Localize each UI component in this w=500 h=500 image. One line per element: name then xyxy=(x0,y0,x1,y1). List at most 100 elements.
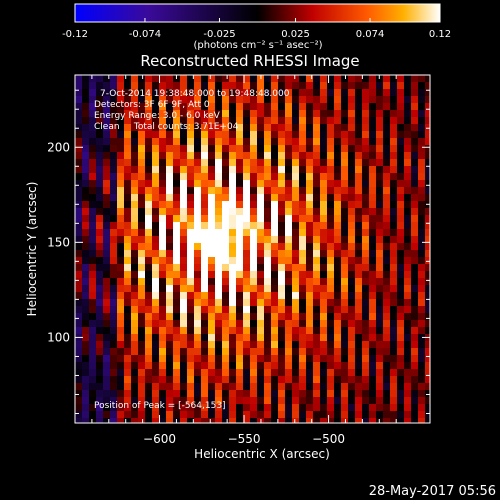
heatmap-cell xyxy=(194,390,202,398)
heatmap-cell xyxy=(117,313,125,321)
heatmap-cell xyxy=(243,313,251,321)
heatmap-cell xyxy=(418,138,426,146)
heatmap-cell xyxy=(243,166,251,174)
heatmap-cell xyxy=(418,285,426,293)
heatmap-cell xyxy=(334,145,342,153)
heatmap-cell xyxy=(75,418,83,423)
heatmap-cell xyxy=(390,376,398,384)
heatmap-cell xyxy=(89,397,97,405)
heatmap-cell xyxy=(173,369,181,377)
heatmap-cell xyxy=(180,355,188,363)
heatmap-cell xyxy=(159,411,167,419)
heatmap-cell xyxy=(75,285,83,293)
heatmap-cell xyxy=(327,320,335,328)
heatmap-cell xyxy=(124,292,132,300)
heatmap-cell xyxy=(390,327,398,335)
heatmap-cell xyxy=(404,327,412,335)
heatmap-cell xyxy=(201,110,209,118)
heatmap-cell xyxy=(397,89,405,97)
heatmap-cell xyxy=(236,110,244,118)
heatmap-cell xyxy=(334,362,342,370)
heatmap-cell xyxy=(222,404,230,412)
heatmap-cell xyxy=(110,376,118,384)
heatmap-cell xyxy=(82,159,90,167)
heatmap-cell xyxy=(369,334,377,342)
heatmap-cell xyxy=(299,180,307,188)
heatmap-cell xyxy=(418,362,426,370)
heatmap-cell xyxy=(362,229,370,237)
heatmap-cell xyxy=(82,110,90,118)
heatmap-cell xyxy=(320,418,328,423)
heatmap-cell xyxy=(418,376,426,384)
heatmap-cell xyxy=(75,82,83,90)
heatmap-cell xyxy=(215,82,223,90)
heatmap-cell xyxy=(334,348,342,356)
heatmap-cell xyxy=(327,292,335,300)
heatmap-cell xyxy=(292,257,300,265)
heatmap-cell xyxy=(320,355,328,363)
heatmap-cell xyxy=(320,278,328,286)
heatmap-cell xyxy=(376,376,384,384)
heatmap-cell xyxy=(306,390,314,398)
heatmap-cell xyxy=(187,201,195,209)
heatmap-cell xyxy=(103,390,111,398)
heatmap-cell xyxy=(96,271,104,279)
heatmap-cell xyxy=(82,292,90,300)
heatmap-cell xyxy=(110,201,118,209)
heatmap-cell xyxy=(75,397,83,405)
heatmap-cell xyxy=(145,159,153,167)
heatmap-cell xyxy=(257,236,265,244)
heatmap-cell xyxy=(187,264,195,272)
heatmap-cell xyxy=(82,334,90,342)
heatmap-cell xyxy=(376,299,384,307)
heatmap-cell xyxy=(89,243,97,251)
heatmap-cell xyxy=(201,166,209,174)
heatmap-cell xyxy=(348,306,356,314)
heatmap-cell xyxy=(194,110,202,118)
heatmap-cell xyxy=(75,103,83,111)
heatmap-cell xyxy=(285,411,293,419)
heatmap-cell xyxy=(89,334,97,342)
heatmap-cell xyxy=(264,285,272,293)
heatmap-cell xyxy=(117,180,125,188)
heatmap-cell xyxy=(257,278,265,286)
heatmap-cell xyxy=(299,250,307,258)
heatmap-cell xyxy=(152,159,160,167)
heatmap-cell xyxy=(285,418,293,423)
heatmap-cell xyxy=(152,208,160,216)
heatmap-cell xyxy=(271,138,279,146)
heatmap-cell xyxy=(362,117,370,125)
heatmap-cell xyxy=(103,194,111,202)
heatmap-cell xyxy=(369,103,377,111)
heatmap-cell xyxy=(243,145,251,153)
heatmap-cell xyxy=(292,243,300,251)
heatmap-cell xyxy=(243,397,251,405)
heatmap-cell xyxy=(89,278,97,286)
heatmap-cell xyxy=(194,320,202,328)
heatmap-cell xyxy=(285,117,293,125)
heatmap-cell xyxy=(229,313,237,321)
heatmap-cell xyxy=(348,418,356,423)
heatmap-cell xyxy=(362,215,370,223)
heatmap-cell xyxy=(208,236,216,244)
heatmap-cell xyxy=(292,292,300,300)
heatmap-cell xyxy=(418,124,426,132)
heatmap-cell xyxy=(271,369,279,377)
heatmap-cell xyxy=(348,229,356,237)
heatmap-cell xyxy=(369,383,377,391)
heatmap-cell xyxy=(320,208,328,216)
heatmap-cell xyxy=(278,124,286,132)
heatmap-cell xyxy=(341,159,349,167)
heatmap-cell xyxy=(376,348,384,356)
heatmap-cell xyxy=(159,166,167,174)
heatmap-cell xyxy=(110,292,118,300)
heatmap-cell xyxy=(418,250,426,258)
heatmap-cell xyxy=(355,271,363,279)
heatmap-cell xyxy=(159,152,167,160)
heatmap-cell xyxy=(152,369,160,377)
heatmap-cell xyxy=(131,418,139,423)
heatmap-cell xyxy=(96,390,104,398)
heatmap-cell xyxy=(425,257,430,265)
heatmap-cell xyxy=(397,229,405,237)
heatmap-cell xyxy=(327,103,335,111)
